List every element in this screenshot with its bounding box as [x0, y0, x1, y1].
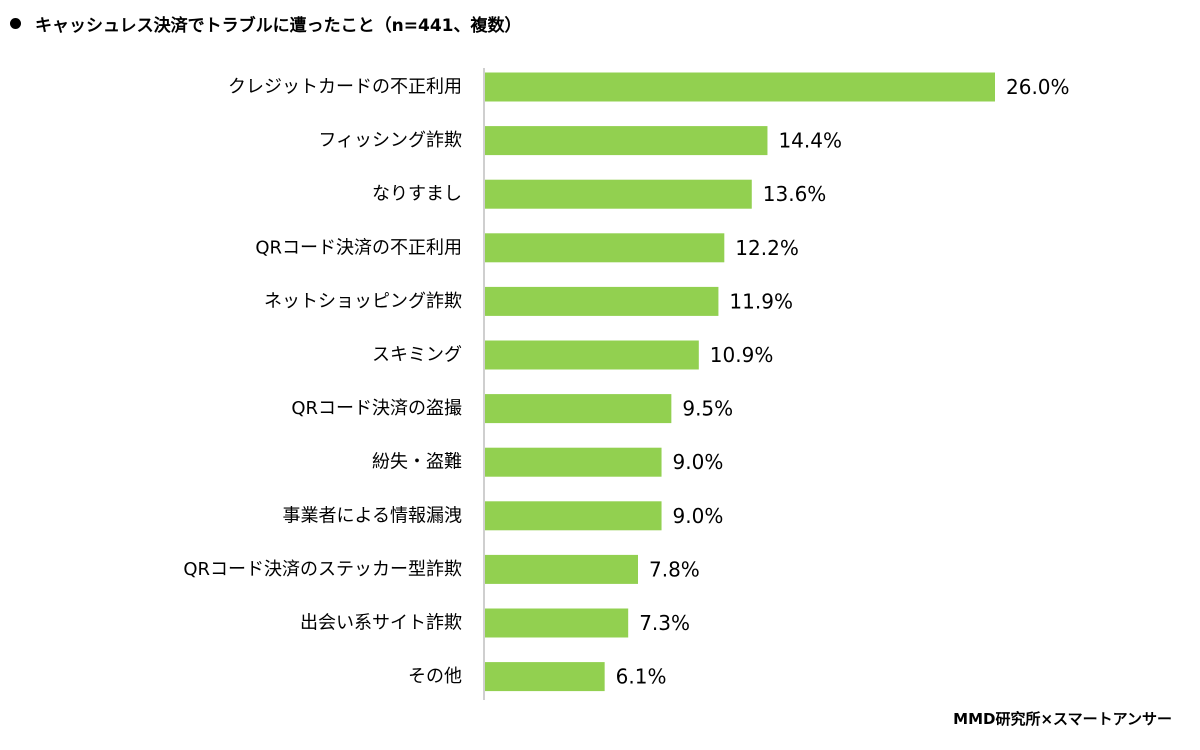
category-label: その他 [408, 666, 462, 687]
bar [485, 394, 672, 424]
bar [485, 126, 768, 156]
bar [485, 501, 662, 531]
bar [485, 447, 662, 477]
bar [485, 72, 995, 102]
category-label: スキミング [372, 345, 462, 366]
bar [485, 286, 719, 316]
bar [485, 554, 638, 584]
value-label: 7.3% [639, 611, 690, 635]
value-label: 13.6% [763, 182, 827, 206]
bar [485, 233, 725, 263]
bar [485, 179, 752, 209]
value-label: 11.9% [729, 289, 793, 313]
chart-title-text: キャッシュレス決済でトラブルに遭ったこと（n=441、複数） [35, 15, 522, 36]
value-label: 14.4% [778, 129, 842, 153]
title-bullet-icon [10, 17, 21, 29]
value-label: 12.2% [735, 236, 799, 260]
value-label: 26.0% [1006, 75, 1070, 99]
category-label: 事業者による情報漏洩 [283, 505, 462, 526]
value-label: 9.0% [673, 504, 724, 528]
category-label: ネットショッピング詐欺 [264, 291, 462, 312]
category-label: QRコード決済の盗撮 [291, 398, 462, 419]
category-label: 出会い系サイト詐欺 [300, 613, 462, 634]
bar [485, 662, 605, 692]
category-label: なりすまし [372, 184, 462, 205]
bar [485, 340, 699, 370]
category-label: 紛失・盗難 [372, 452, 462, 473]
value-label: 10.9% [710, 343, 774, 367]
value-label: 9.0% [673, 450, 724, 474]
value-label: 7.8% [649, 557, 700, 581]
value-label: 6.1% [616, 665, 667, 689]
category-label: QRコード決済の不正利用 [255, 237, 462, 258]
category-label: QRコード決済のステッカー型詐欺 [183, 559, 462, 580]
bar [485, 608, 629, 638]
value-label: 9.5% [682, 397, 733, 421]
source-credit: MMD研究所×スマートアンサー [953, 710, 1172, 728]
category-label: フィッシング詐欺 [318, 130, 462, 151]
category-label: クレジットカードの不正利用 [228, 77, 462, 98]
chart-title: キャッシュレス決済でトラブルに遭ったこと（n=441、複数） [10, 8, 522, 38]
